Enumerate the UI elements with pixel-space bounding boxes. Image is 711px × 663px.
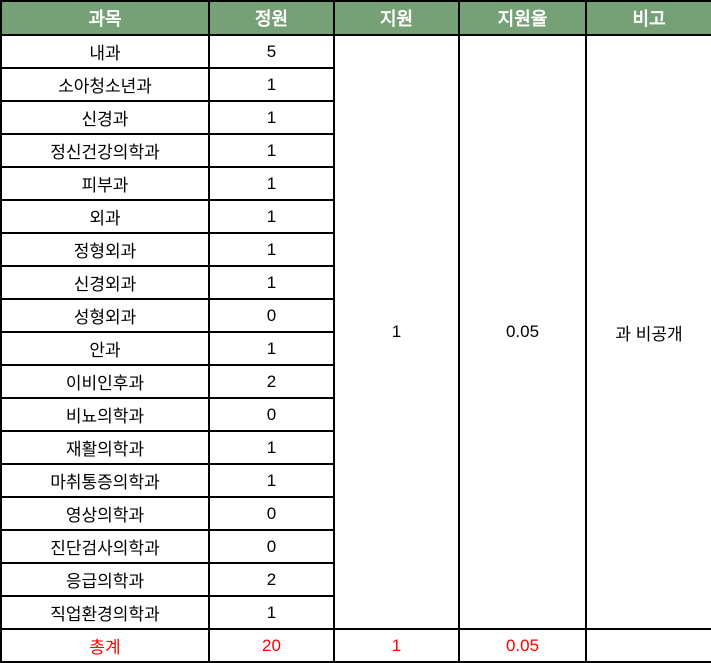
header-cell-note: 비고 xyxy=(585,0,711,36)
table-row: 재활의학과 1 xyxy=(0,430,711,465)
quota-cell: 1 xyxy=(208,133,335,168)
subject-cell: 마취통증의학과 xyxy=(0,463,210,498)
subject-cell: 정신건강의학과 xyxy=(0,133,210,168)
quota-cell: 1 xyxy=(208,100,335,135)
table-row: 피부과 1 xyxy=(0,166,711,201)
quota-cell: 1 xyxy=(208,199,335,234)
subject-cell: 이비인후과 xyxy=(0,364,210,399)
subject-cell: 영상의학과 xyxy=(0,496,210,531)
quota-cell: 2 xyxy=(208,562,335,597)
quota-cell: 2 xyxy=(208,364,335,399)
header-cell-quota: 정원 xyxy=(208,0,335,36)
table-row: 정신건강의학과 1 xyxy=(0,133,711,168)
quota-cell: 1 xyxy=(208,67,335,102)
table-row: 성형외과 0 xyxy=(0,298,711,333)
quota-cell: 1 xyxy=(208,463,335,498)
subject-cell: 소아청소년과 xyxy=(0,67,210,102)
quota-cell: 5 xyxy=(208,34,335,69)
quota-cell: 0 xyxy=(208,397,335,432)
quota-cell: 1 xyxy=(208,430,335,465)
quota-cell: 1 xyxy=(208,166,335,201)
table-row: 이비인후과 2 xyxy=(0,364,711,399)
table-row: 신경과 1 xyxy=(0,100,711,135)
quota-cell: 1 xyxy=(208,232,335,267)
rate-merged-cell: 0.05 xyxy=(458,34,587,630)
subject-cell: 재활의학과 xyxy=(0,430,210,465)
header-row: 과목 정원 지원 지원율 비고 xyxy=(0,0,711,36)
table-row: 안과 1 xyxy=(0,331,711,366)
table-row: 영상의학과 0 xyxy=(0,496,711,531)
subject-cell: 내과 xyxy=(0,34,210,69)
subject-cell: 정형외과 xyxy=(0,232,210,267)
header-cell-subject: 과목 xyxy=(0,0,210,36)
total-note-cell xyxy=(585,628,711,663)
quota-cell: 0 xyxy=(208,529,335,564)
applied-merged-cell: 1 xyxy=(333,34,460,630)
subject-cell: 직업환경의학과 xyxy=(0,595,210,630)
note-merged-cell: 과 비공개 xyxy=(585,34,711,630)
subject-cell: 응급의학과 xyxy=(0,562,210,597)
table-row: 신경외과 1 xyxy=(0,265,711,300)
table-row: 진단검사의학과 0 xyxy=(0,529,711,564)
quota-cell: 1 xyxy=(208,331,335,366)
subject-cell: 안과 xyxy=(0,331,210,366)
table-row: 비뇨의학과 0 xyxy=(0,397,711,432)
quota-cell: 1 xyxy=(208,595,335,630)
subject-cell: 진단검사의학과 xyxy=(0,529,210,564)
subject-cell: 신경외과 xyxy=(0,265,210,300)
table-row: 소아청소년과 1 xyxy=(0,67,711,102)
subject-cell: 비뇨의학과 xyxy=(0,397,210,432)
quota-cell: 0 xyxy=(208,298,335,333)
subject-cell: 성형외과 xyxy=(0,298,210,333)
table-row: 외과 1 xyxy=(0,199,711,234)
subject-cell: 외과 xyxy=(0,199,210,234)
subject-cell: 신경과 xyxy=(0,100,210,135)
total-label-cell: 총계 xyxy=(0,628,210,663)
quota-cell: 1 xyxy=(208,265,335,300)
quota-cell: 0 xyxy=(208,496,335,531)
table-row: 응급의학과 2 xyxy=(0,562,711,597)
total-rate-cell: 0.05 xyxy=(458,628,587,663)
header-cell-applied: 지원 xyxy=(333,0,460,36)
total-row: 총계 20 1 0.05 xyxy=(0,628,711,663)
subject-cell: 피부과 xyxy=(0,166,210,201)
table-row: 정형외과 1 xyxy=(0,232,711,267)
table-row: 내과 5 1 0.05 과 비공개 xyxy=(0,34,711,630)
total-applied-cell: 1 xyxy=(333,628,460,663)
total-quota-cell: 20 xyxy=(208,628,335,663)
table-row: 마취통증의학과 1 xyxy=(0,463,711,498)
header-cell-rate: 지원율 xyxy=(458,0,587,36)
table-row: 직업환경의학과 1 xyxy=(0,595,711,630)
